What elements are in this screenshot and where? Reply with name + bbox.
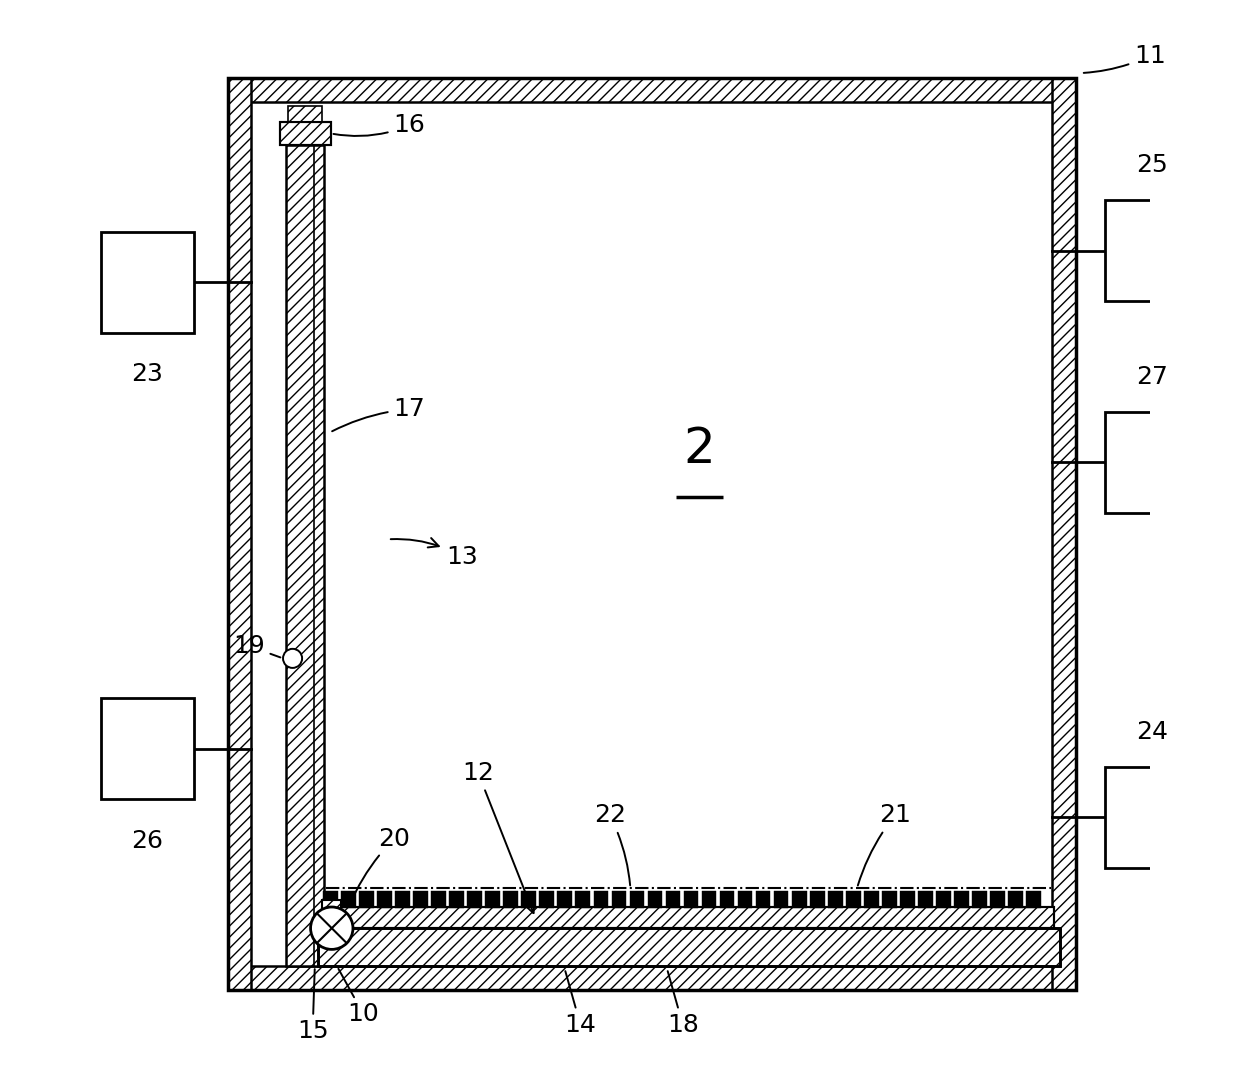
Text: 19: 19 (233, 634, 280, 658)
Bar (539, 892, 554, 908)
Bar (485, 892, 500, 908)
Text: 10: 10 (339, 969, 379, 1026)
Bar (322, 899, 341, 918)
Bar (360, 892, 374, 908)
Bar (882, 892, 897, 908)
Bar (522, 892, 536, 908)
Bar (289, 106, 322, 122)
Text: 23: 23 (131, 362, 164, 387)
Bar (317, 928, 1060, 967)
Text: 2: 2 (683, 425, 715, 473)
Bar (594, 892, 609, 908)
Bar (324, 892, 339, 908)
Bar (377, 892, 392, 908)
Bar (864, 892, 879, 908)
Bar (702, 892, 717, 908)
Text: 21: 21 (858, 803, 911, 885)
Text: 24: 24 (1136, 720, 1168, 743)
Bar (774, 892, 789, 908)
Bar (280, 122, 331, 145)
Bar (936, 892, 951, 908)
Bar (467, 892, 482, 908)
Text: 25: 25 (1136, 153, 1168, 177)
Bar (666, 892, 681, 908)
Text: 22: 22 (594, 803, 630, 885)
Bar (575, 892, 590, 908)
Bar (1053, 78, 1075, 990)
Text: 14: 14 (564, 971, 596, 1037)
Bar (810, 892, 825, 908)
Bar (1025, 892, 1040, 908)
Bar (611, 892, 626, 908)
Bar (228, 78, 1075, 990)
Circle shape (283, 649, 303, 668)
Text: 27: 27 (1136, 365, 1168, 389)
Bar (228, 967, 1075, 990)
Bar (755, 892, 770, 908)
Bar (719, 892, 734, 908)
Bar (100, 232, 193, 332)
Bar (228, 78, 1075, 101)
Bar (341, 892, 356, 908)
Bar (503, 892, 518, 908)
Bar (100, 698, 193, 799)
Bar (1105, 412, 1199, 513)
Bar (630, 892, 645, 908)
Bar (738, 892, 753, 908)
Bar (791, 892, 806, 908)
Bar (954, 892, 968, 908)
Bar (286, 145, 325, 967)
Text: 13: 13 (391, 538, 477, 569)
Bar (918, 892, 932, 908)
Text: 15: 15 (296, 969, 329, 1043)
Text: 17: 17 (332, 397, 425, 431)
Bar (683, 892, 698, 908)
Bar (396, 892, 410, 908)
Bar (647, 892, 662, 908)
Bar (972, 892, 987, 908)
Bar (1105, 200, 1199, 301)
Text: 11: 11 (1084, 44, 1166, 73)
Text: 18: 18 (667, 971, 699, 1037)
Text: 20: 20 (350, 827, 410, 905)
Bar (1008, 892, 1023, 908)
Text: 12: 12 (463, 760, 534, 913)
Text: 16: 16 (334, 113, 425, 138)
Bar (900, 892, 915, 908)
Bar (280, 122, 331, 145)
Bar (827, 892, 842, 908)
Bar (1105, 767, 1199, 868)
Bar (228, 78, 252, 990)
Bar (324, 907, 1054, 928)
Bar (432, 892, 446, 908)
Text: 26: 26 (131, 829, 164, 852)
Bar (990, 892, 1004, 908)
Bar (324, 907, 1054, 928)
Bar (413, 892, 428, 908)
Bar (846, 892, 861, 908)
Bar (449, 892, 464, 908)
Bar (558, 892, 573, 908)
Bar (317, 928, 1060, 967)
Circle shape (310, 907, 353, 949)
